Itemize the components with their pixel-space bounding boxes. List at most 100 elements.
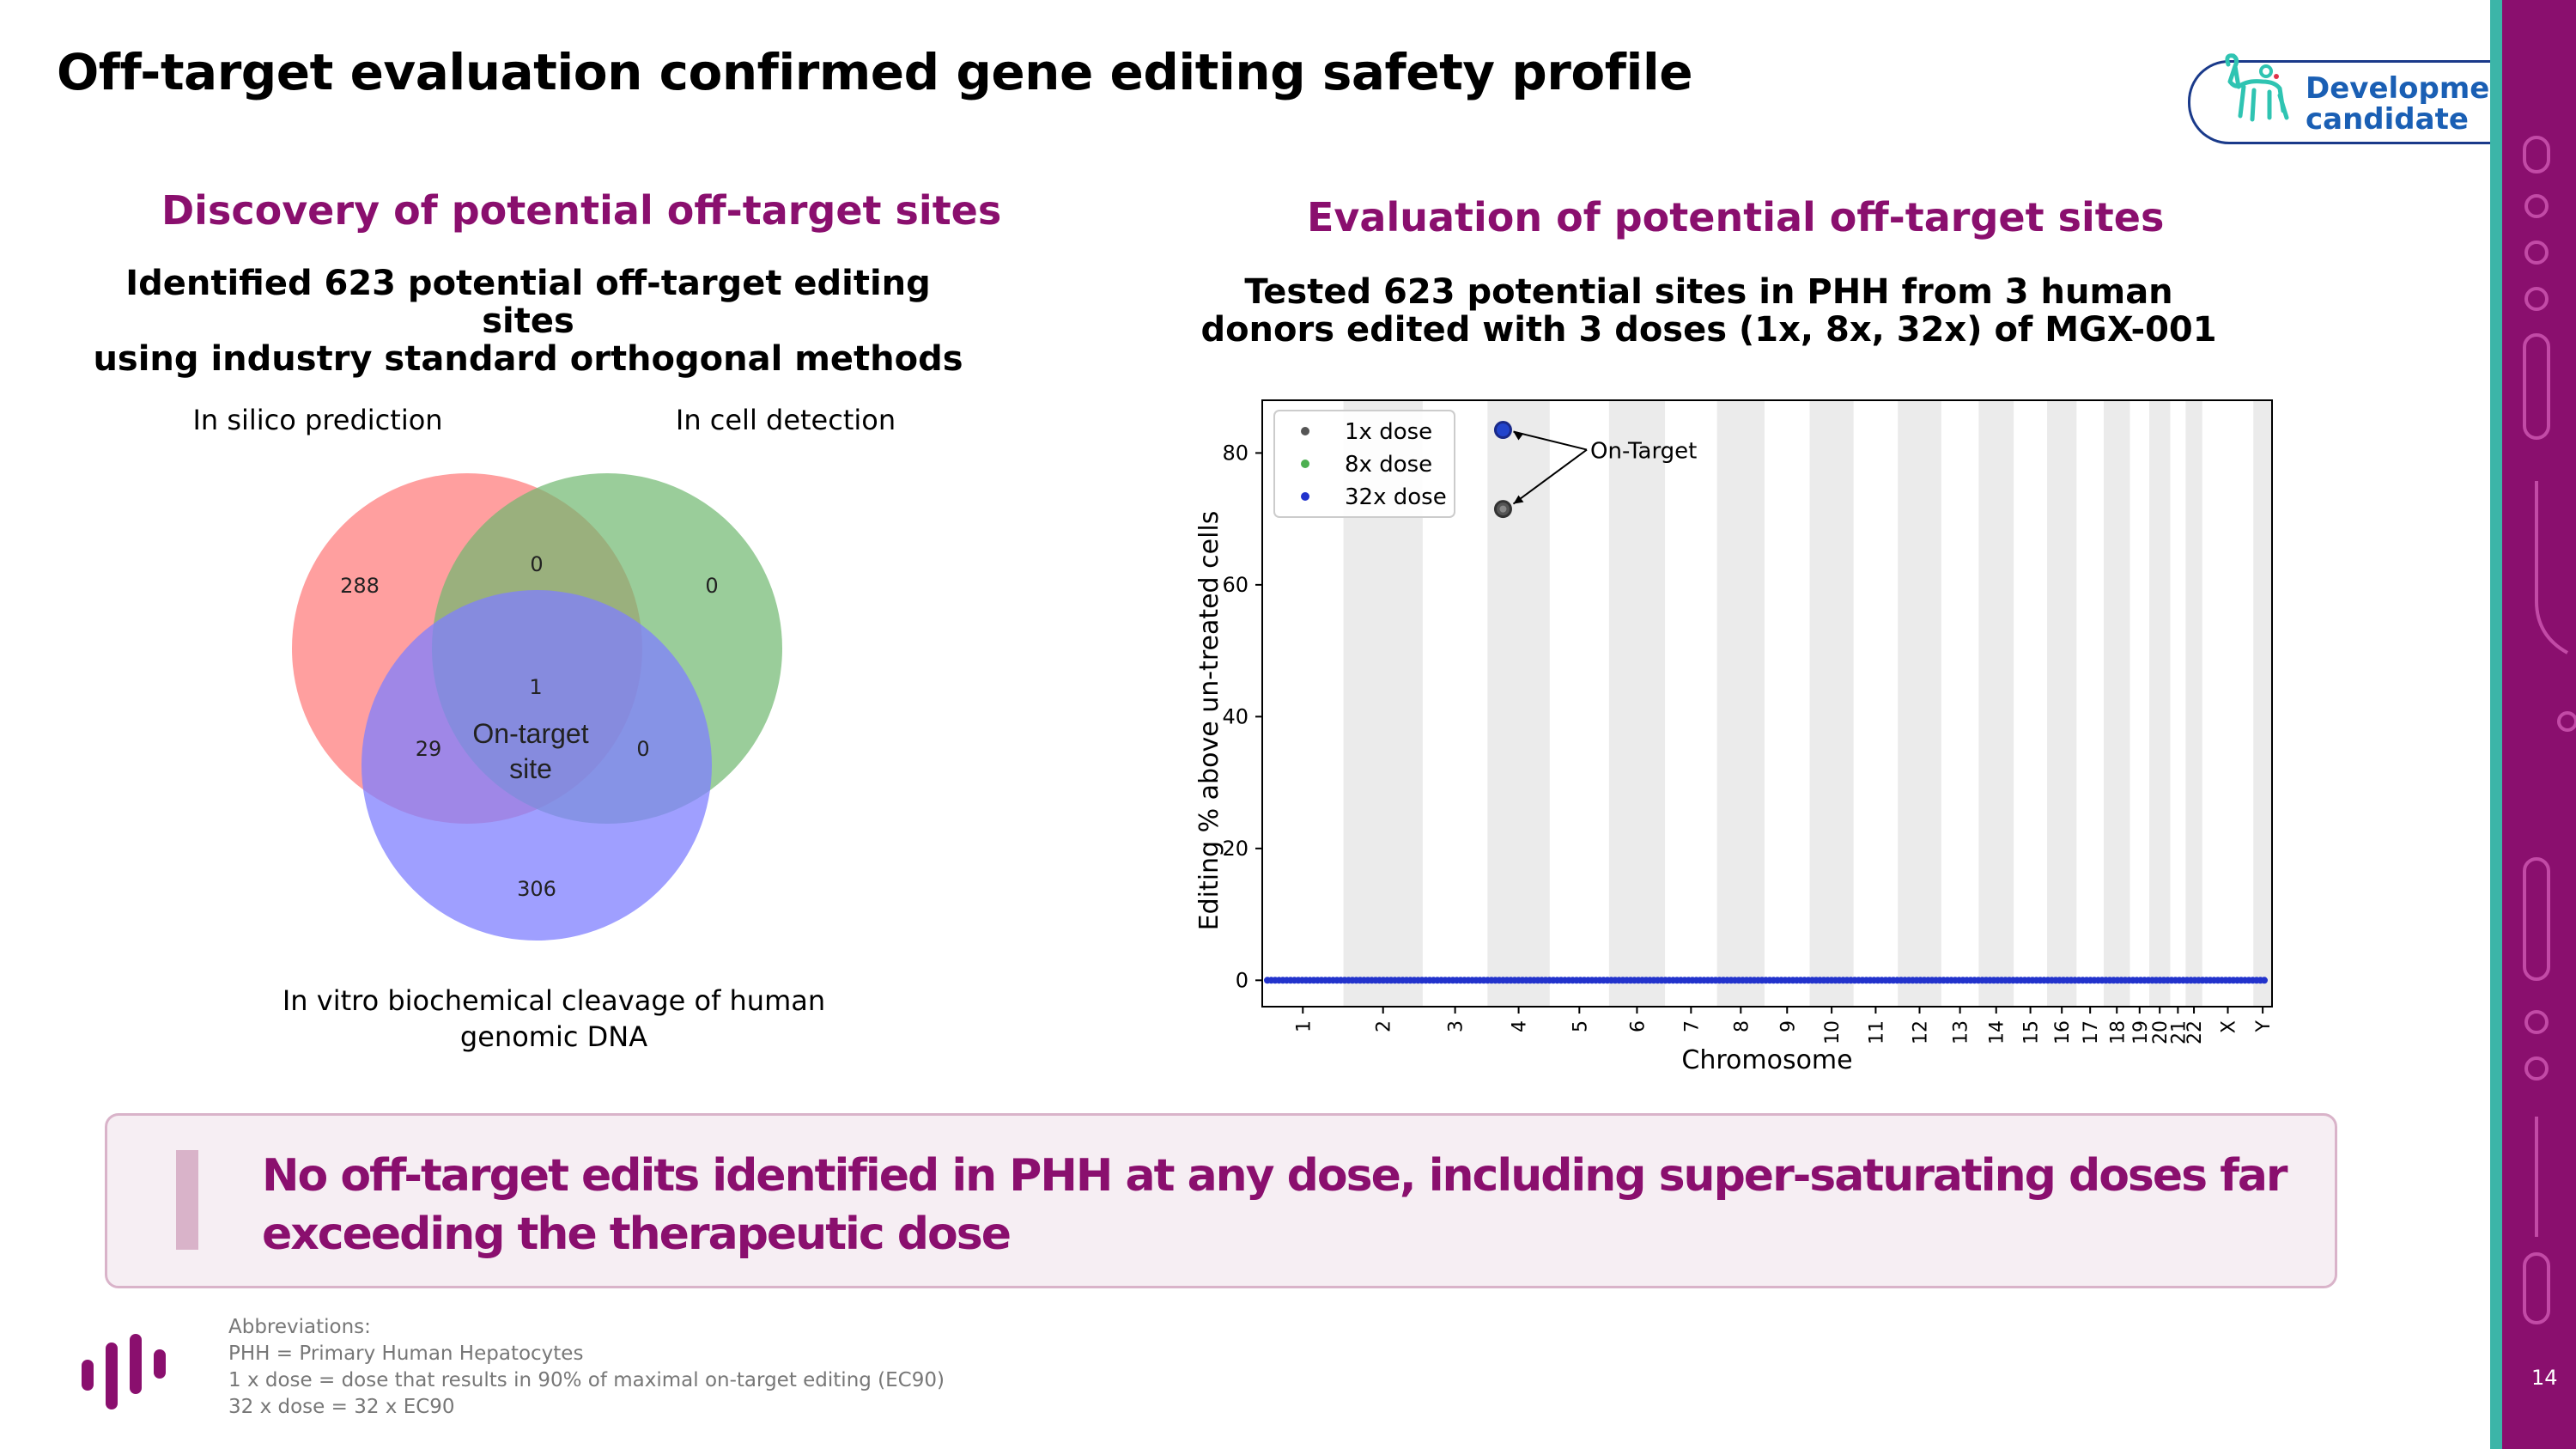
x-tick-label: 6 — [1627, 1020, 1649, 1032]
x-tick-label: 9 — [1777, 1020, 1799, 1032]
venn-circle-in-vitro — [361, 590, 712, 941]
y-tick-label: 20 — [1222, 837, 1249, 861]
venn-label-in-vitro: In vitro biochemical cleavage of human g… — [258, 983, 850, 1055]
x-tick-label: 22 — [2184, 1020, 2206, 1044]
callout-text: No off-target edits identified in PHH at… — [262, 1150, 2288, 1260]
right-subtitle-line1: Tested 623 potential sites in PHH from 3… — [1244, 272, 2173, 312]
chromosome-band — [2185, 400, 2202, 1007]
x-tick-label: 12 — [1911, 1020, 1932, 1044]
venn-diagram: 288 0 306 0 29 0 1 On-target site — [292, 473, 782, 941]
badge-line1: Development — [2306, 71, 2524, 106]
annotation-arrow-1x — [1512, 448, 1588, 505]
x-tick-label: 2 — [1374, 1020, 1395, 1032]
x-tick-label: Y — [2253, 1020, 2275, 1032]
chromosome-band — [1809, 400, 1854, 1007]
chromosome-band — [2104, 400, 2130, 1007]
x-tick-label: 15 — [2021, 1020, 2043, 1044]
annotation-arrow-32x — [1513, 430, 1588, 451]
y-tick-label: 80 — [1222, 441, 1249, 465]
x-tick-label: 7 — [1681, 1020, 1703, 1032]
venn-center-label-line2: site — [509, 753, 552, 784]
right-section-subtitle: Tested 623 potential sites in PHH from 3… — [1185, 273, 2233, 349]
conclusion-callout: No off-target edits identified in PHH at… — [105, 1113, 2337, 1288]
legend-label: 1x dose — [1345, 419, 1432, 445]
arrowhead-32x — [1513, 431, 1524, 441]
abbreviation-32x-dose: 32 x dose = 32 x EC90 — [228, 1396, 455, 1418]
slide-title: Off-target evaluation confirmed gene edi… — [57, 43, 1693, 101]
x-tick-label: 17 — [2081, 1020, 2102, 1044]
abbreviation-1x-dose: 1 x dose = dose that results in 90% of m… — [228, 1369, 945, 1391]
venn-label-in-vitro-line2: genomic DNA — [459, 1020, 648, 1053]
legend-marker — [1301, 460, 1309, 468]
venn-value-bc: 0 — [636, 737, 649, 761]
y-tick-label: 0 — [1236, 968, 1249, 992]
abbreviation-phh: PHH = Primary Human Hepatocytes — [228, 1342, 584, 1365]
abbreviations-heading: Abbreviations: — [228, 1316, 371, 1338]
venn-label-in-cell: In cell detection — [675, 404, 896, 436]
chromosome-band — [2047, 400, 2077, 1007]
legend-label: 8x dose — [1345, 452, 1432, 478]
venn-center-label-line1: On-target — [472, 718, 588, 749]
y-tick-label: 40 — [1222, 704, 1249, 728]
chromosome-band — [2149, 400, 2171, 1007]
chromosome-band — [1978, 400, 2014, 1007]
x-tick-label: 5 — [1570, 1020, 1591, 1032]
venn-value-abc: 1 — [529, 675, 542, 699]
x-tick-label: 1 — [1293, 1020, 1315, 1032]
badge-line2: candidate — [2306, 102, 2469, 137]
decorative-side-bar: 14 — [2490, 0, 2576, 1449]
venn-value-in-vitro-only: 306 — [517, 877, 556, 901]
chromosome-band — [2253, 400, 2272, 1007]
left-section-subtitle: Identified 623 potential off-target edit… — [86, 265, 970, 378]
callout-accent-bar — [176, 1150, 198, 1250]
x-tick-label: 11 — [1866, 1020, 1887, 1044]
cat-icon — [2225, 53, 2289, 122]
teal-stripe — [2490, 0, 2502, 1449]
on-target-point-1x-inner — [1499, 505, 1507, 513]
legend: 1x dose 8x dose 32x dose — [1273, 410, 1455, 518]
plot-frame — [1261, 399, 2273, 1008]
chromosome-band — [1608, 400, 1666, 1007]
background-points — [1264, 977, 2268, 984]
venn-value-in-cell-only: 0 — [705, 574, 718, 598]
circuit-pattern-icon — [2523, 136, 2576, 1324]
x-tick-label: 10 — [1822, 1020, 1844, 1044]
y-axis-label: Editing % above un-treated cells — [1194, 511, 1224, 931]
legend-box — [1273, 410, 1455, 518]
venn-value-ab: 0 — [530, 552, 543, 576]
page-number: 14 — [2531, 1366, 2558, 1390]
y-tick-label: 60 — [1222, 573, 1249, 597]
x-tick-label: 4 — [1510, 1020, 1531, 1032]
legend-marker — [1301, 492, 1309, 501]
right-section-heading: Evaluation of potential off-target sites — [1307, 194, 2165, 240]
chromosome-band — [1898, 400, 1941, 1007]
x-tick-label: 3 — [1446, 1020, 1467, 1032]
development-candidate-badge: Development candidate — [2188, 53, 2524, 144]
left-subtitle-line1: Identified 623 potential off-target edit… — [125, 264, 931, 341]
venn-label-in-vitro-line1: In vitro biochemical cleavage of human — [282, 984, 826, 1017]
chromosome-band — [1716, 400, 1765, 1007]
x-tick-label: 14 — [1987, 1020, 2008, 1044]
left-section-heading: Discovery of potential off-target sites — [161, 187, 1002, 234]
x-tick-label: 8 — [1731, 1020, 1753, 1032]
x-tick-label: X — [2219, 1020, 2240, 1033]
right-subtitle-line2: donors edited with 3 doses (1x, 8x, 32x)… — [1200, 310, 2217, 350]
x-axis-label: Chromosome — [1681, 1045, 1852, 1075]
arrowhead-1x — [1513, 495, 1524, 504]
venn-label-in-silico: In silico prediction — [192, 404, 443, 436]
x-tick-label: 16 — [2052, 1020, 2074, 1044]
company-logo-icon — [82, 1334, 166, 1409]
x-tick-label: 18 — [2107, 1020, 2129, 1044]
left-subtitle-line2: using industry standard orthogonal metho… — [93, 339, 963, 379]
venn-value-ac: 29 — [416, 737, 442, 761]
on-target-annotation: On-Target — [1590, 439, 1697, 465]
legend-label: 32x dose — [1345, 484, 1447, 510]
data-point — [2261, 977, 2268, 984]
on-target-point-32x — [1493, 421, 1512, 440]
venn-value-in-silico-only: 288 — [340, 574, 380, 598]
chromosome-band — [1487, 400, 1550, 1007]
x-tick-label: 21 — [2168, 1020, 2190, 1044]
legend-marker — [1301, 427, 1309, 435]
x-tick-label: 13 — [1951, 1020, 1972, 1044]
